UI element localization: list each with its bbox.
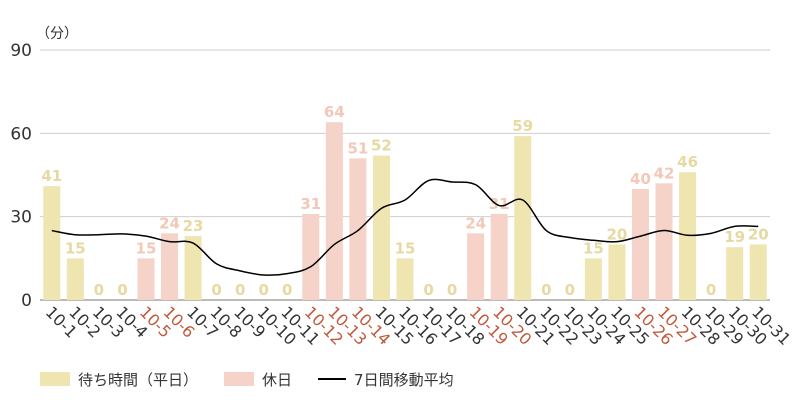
- bar-value-label-10-1: 41: [41, 167, 62, 185]
- bar-value-label-10-31: 20: [748, 225, 769, 243]
- bar-value-label-10-24: 15: [583, 239, 604, 257]
- legend-label-holiday: 休日: [262, 370, 293, 389]
- bar-value-label-10-3: 0: [94, 281, 104, 299]
- bar-value-label-10-23: 0: [565, 281, 575, 299]
- legend-item-moving-average: 7日間移動平均: [318, 369, 454, 390]
- y-tick-label-60: 60: [10, 124, 32, 144]
- bar-value-label-10-14: 51: [347, 139, 368, 157]
- legend-swatch-moving-average: [318, 378, 347, 380]
- bar-10-16: [396, 258, 414, 300]
- bar-value-label-10-12: 31: [300, 195, 321, 213]
- bar-value-label-10-29: 0: [706, 281, 716, 299]
- bar-value-label-10-11: 0: [282, 281, 292, 299]
- bar-value-label-10-28: 46: [677, 153, 698, 171]
- bar-10-31: [749, 244, 767, 300]
- bar-value-label-10-6: 24: [159, 214, 180, 232]
- bar-value-label-10-16: 15: [395, 239, 416, 257]
- bar-10-21: [514, 136, 532, 300]
- bar-10-12: [302, 213, 320, 300]
- bar-value-label-10-13: 64: [324, 103, 345, 121]
- bar-value-label-10-27: 42: [654, 164, 675, 182]
- bar-value-label-10-7: 23: [183, 217, 204, 235]
- bar-10-7: [184, 236, 202, 300]
- bar-value-label-10-21: 59: [512, 117, 533, 135]
- bar-value-label-10-5: 15: [136, 239, 157, 257]
- legend-item-weekday: 待ち時間（平日）: [40, 369, 198, 390]
- bar-value-label-10-26: 40: [630, 170, 651, 188]
- legend-label-moving-average: 7日間移動平均: [354, 370, 454, 389]
- bar-10-25: [608, 244, 626, 300]
- bar-value-label-10-30: 19: [724, 228, 745, 246]
- bar-value-label-10-2: 15: [65, 239, 86, 257]
- bar-value-label-10-25: 20: [606, 225, 627, 243]
- bar-10-14: [349, 158, 367, 300]
- y-axis-unit-label: （分）: [36, 26, 78, 42]
- bar-value-label-10-10: 0: [258, 281, 268, 299]
- legend: 待ち時間（平日） 休日 7日間移動平均: [40, 364, 454, 394]
- bar-10-20: [490, 213, 508, 300]
- bar-value-label-10-22: 0: [541, 281, 551, 299]
- bar-value-label-10-19: 24: [465, 214, 486, 232]
- bar-10-27: [655, 183, 673, 300]
- bar-10-2: [66, 258, 84, 300]
- bar-10-13: [325, 122, 343, 300]
- bar-value-label-10-17: 0: [423, 281, 433, 299]
- bar-value-label-10-18: 0: [447, 281, 457, 299]
- y-tick-label-30: 30: [10, 208, 32, 228]
- bar-value-label-10-8: 0: [211, 281, 221, 299]
- bar-10-24: [584, 258, 602, 300]
- bar-value-label-10-9: 0: [235, 281, 245, 299]
- bar-10-19: [467, 233, 485, 300]
- bar-value-label-10-20: 31: [489, 195, 510, 213]
- bar-10-6: [161, 233, 179, 300]
- legend-swatch-weekday: [40, 372, 70, 386]
- y-tick-label-0: 0: [21, 291, 32, 311]
- bar-value-label-10-4: 0: [117, 281, 127, 299]
- bar-10-1: [43, 186, 61, 300]
- legend-label-weekday: 待ち時間（平日）: [78, 370, 199, 389]
- bar-10-5: [137, 258, 155, 300]
- bar-value-label-10-15: 52: [371, 137, 392, 155]
- bar-10-26: [631, 188, 649, 300]
- bar-10-28: [679, 172, 697, 300]
- legend-item-holiday: 休日: [224, 369, 292, 390]
- y-tick-label-90: 90: [10, 41, 32, 61]
- bar-10-30: [726, 247, 744, 300]
- bar-10-15: [372, 155, 390, 300]
- moving-average-line: [51, 178, 759, 276]
- legend-swatch-holiday: [224, 372, 255, 386]
